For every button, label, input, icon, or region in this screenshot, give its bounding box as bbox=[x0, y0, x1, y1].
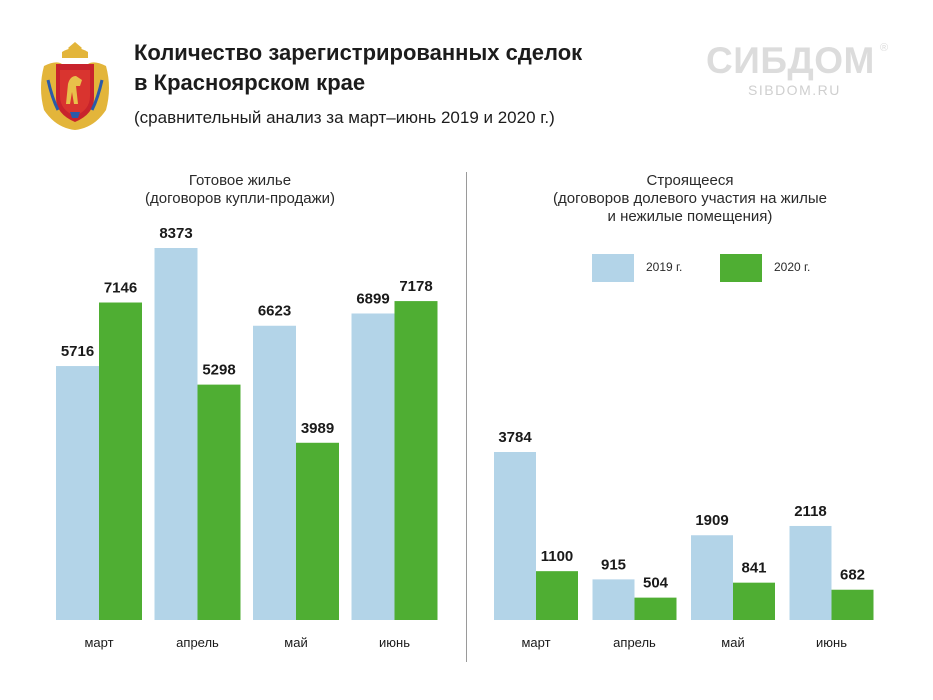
right-panel-title-line-1: Строящееся bbox=[646, 172, 734, 189]
legend-swatch-2020 bbox=[720, 254, 762, 282]
bar-ready-housing-aprel-2020 bbox=[197, 384, 241, 620]
krasnoyarsk-coat-of-arms bbox=[41, 42, 109, 130]
value-label-under-construction-may-2020: 841 bbox=[741, 560, 766, 577]
right-panel-title-line-3: и нежилые помещения) bbox=[607, 208, 773, 225]
panel-divider bbox=[466, 172, 467, 662]
value-label-ready-housing-aprel-2019: 8373 bbox=[159, 225, 192, 242]
bar-under-construction-mart-2020 bbox=[536, 571, 578, 620]
value-label-ready-housing-aprel-2020: 5298 bbox=[202, 362, 235, 379]
right-panel-title: Строящееся (договоров долевого участия н… bbox=[485, 172, 895, 226]
value-label-ready-housing-iyun-2020: 7178 bbox=[399, 278, 432, 295]
bar-under-construction-may-2020 bbox=[733, 582, 775, 620]
value-label-under-construction-aprel-2020: 504 bbox=[643, 575, 669, 592]
brand-name: СИБДОМ bbox=[706, 40, 875, 81]
chart-title-line-2: в Красноярском крае bbox=[134, 70, 366, 95]
category-label-ready-housing-may: май bbox=[284, 635, 307, 650]
left-panel-title-line-1: Готовое жилье bbox=[188, 172, 292, 189]
category-label-ready-housing-iyun: июнь bbox=[379, 635, 410, 650]
value-label-under-construction-iyun-2020: 682 bbox=[840, 567, 865, 584]
bar-under-construction-mart-2019 bbox=[494, 452, 536, 620]
category-label-under-construction-aprel: апрель bbox=[613, 635, 656, 650]
right-panel-title-line-2: (договоров долевого участия на жилые bbox=[553, 190, 827, 207]
value-label-ready-housing-may-2019: 6623 bbox=[258, 303, 291, 320]
value-label-under-construction-mart-2019: 3784 bbox=[498, 429, 532, 446]
sibdom-logo: СИБДОМ ® SIBDOM.RU bbox=[700, 40, 900, 110]
category-label-under-construction-iyun: июнь bbox=[816, 635, 847, 650]
bar-under-construction-iyun-2020 bbox=[831, 589, 874, 620]
legend-label-2020: 2020 г. bbox=[774, 260, 811, 274]
chart-title-line-1: Количество зарегистрированных сделок bbox=[134, 40, 583, 65]
category-label-ready-housing-aprel: апрель bbox=[176, 635, 219, 650]
bar-under-construction-iyun-2019 bbox=[789, 525, 832, 620]
value-label-under-construction-aprel-2019: 915 bbox=[601, 556, 626, 573]
bar-under-construction-aprel-2019 bbox=[592, 579, 635, 620]
bar-under-construction-aprel-2020 bbox=[634, 597, 677, 620]
chart-header: Количество зарегистрированных сделок в К… bbox=[134, 38, 694, 130]
chart-subtitle: (сравнительный анализ за март–июнь 2019 … bbox=[134, 108, 555, 127]
bar-ready-housing-aprel-2019 bbox=[154, 248, 198, 620]
category-label-under-construction-may: май bbox=[721, 635, 744, 650]
value-label-under-construction-mart-2020: 1100 bbox=[541, 548, 574, 565]
left-panel-title-line-2: (договоров купли-продажи) bbox=[145, 190, 335, 207]
bar-ready-housing-may-2020 bbox=[296, 442, 339, 620]
brand-registered-mark: ® bbox=[880, 42, 889, 54]
value-label-under-construction-may-2019: 1909 bbox=[695, 512, 728, 529]
brand-url: SIBDOM.RU bbox=[748, 82, 841, 98]
bar-ready-housing-may-2019 bbox=[253, 325, 296, 620]
value-label-under-construction-iyun-2019: 2118 bbox=[794, 503, 827, 520]
bar-ready-housing-mart-2020 bbox=[99, 302, 142, 620]
bar-under-construction-may-2019 bbox=[691, 535, 733, 620]
category-label-under-construction-mart: март bbox=[521, 635, 550, 650]
bar-ready-housing-iyun-2019 bbox=[351, 313, 395, 620]
left-panel-title: Готовое жилье (договоров купли-продажи) bbox=[60, 172, 420, 208]
bar-ready-housing-iyun-2020 bbox=[394, 301, 438, 620]
legend-swatch-2019 bbox=[592, 254, 634, 282]
value-label-ready-housing-may-2020: 3989 bbox=[301, 420, 334, 437]
value-label-ready-housing-iyun-2019: 6899 bbox=[356, 290, 389, 307]
category-label-ready-housing-mart: март bbox=[84, 635, 113, 650]
bar-ready-housing-mart-2019 bbox=[56, 366, 99, 620]
value-label-ready-housing-mart-2019: 5716 bbox=[61, 343, 94, 360]
value-label-ready-housing-mart-2020: 7146 bbox=[104, 280, 137, 297]
legend-label-2019: 2019 г. bbox=[646, 260, 683, 274]
